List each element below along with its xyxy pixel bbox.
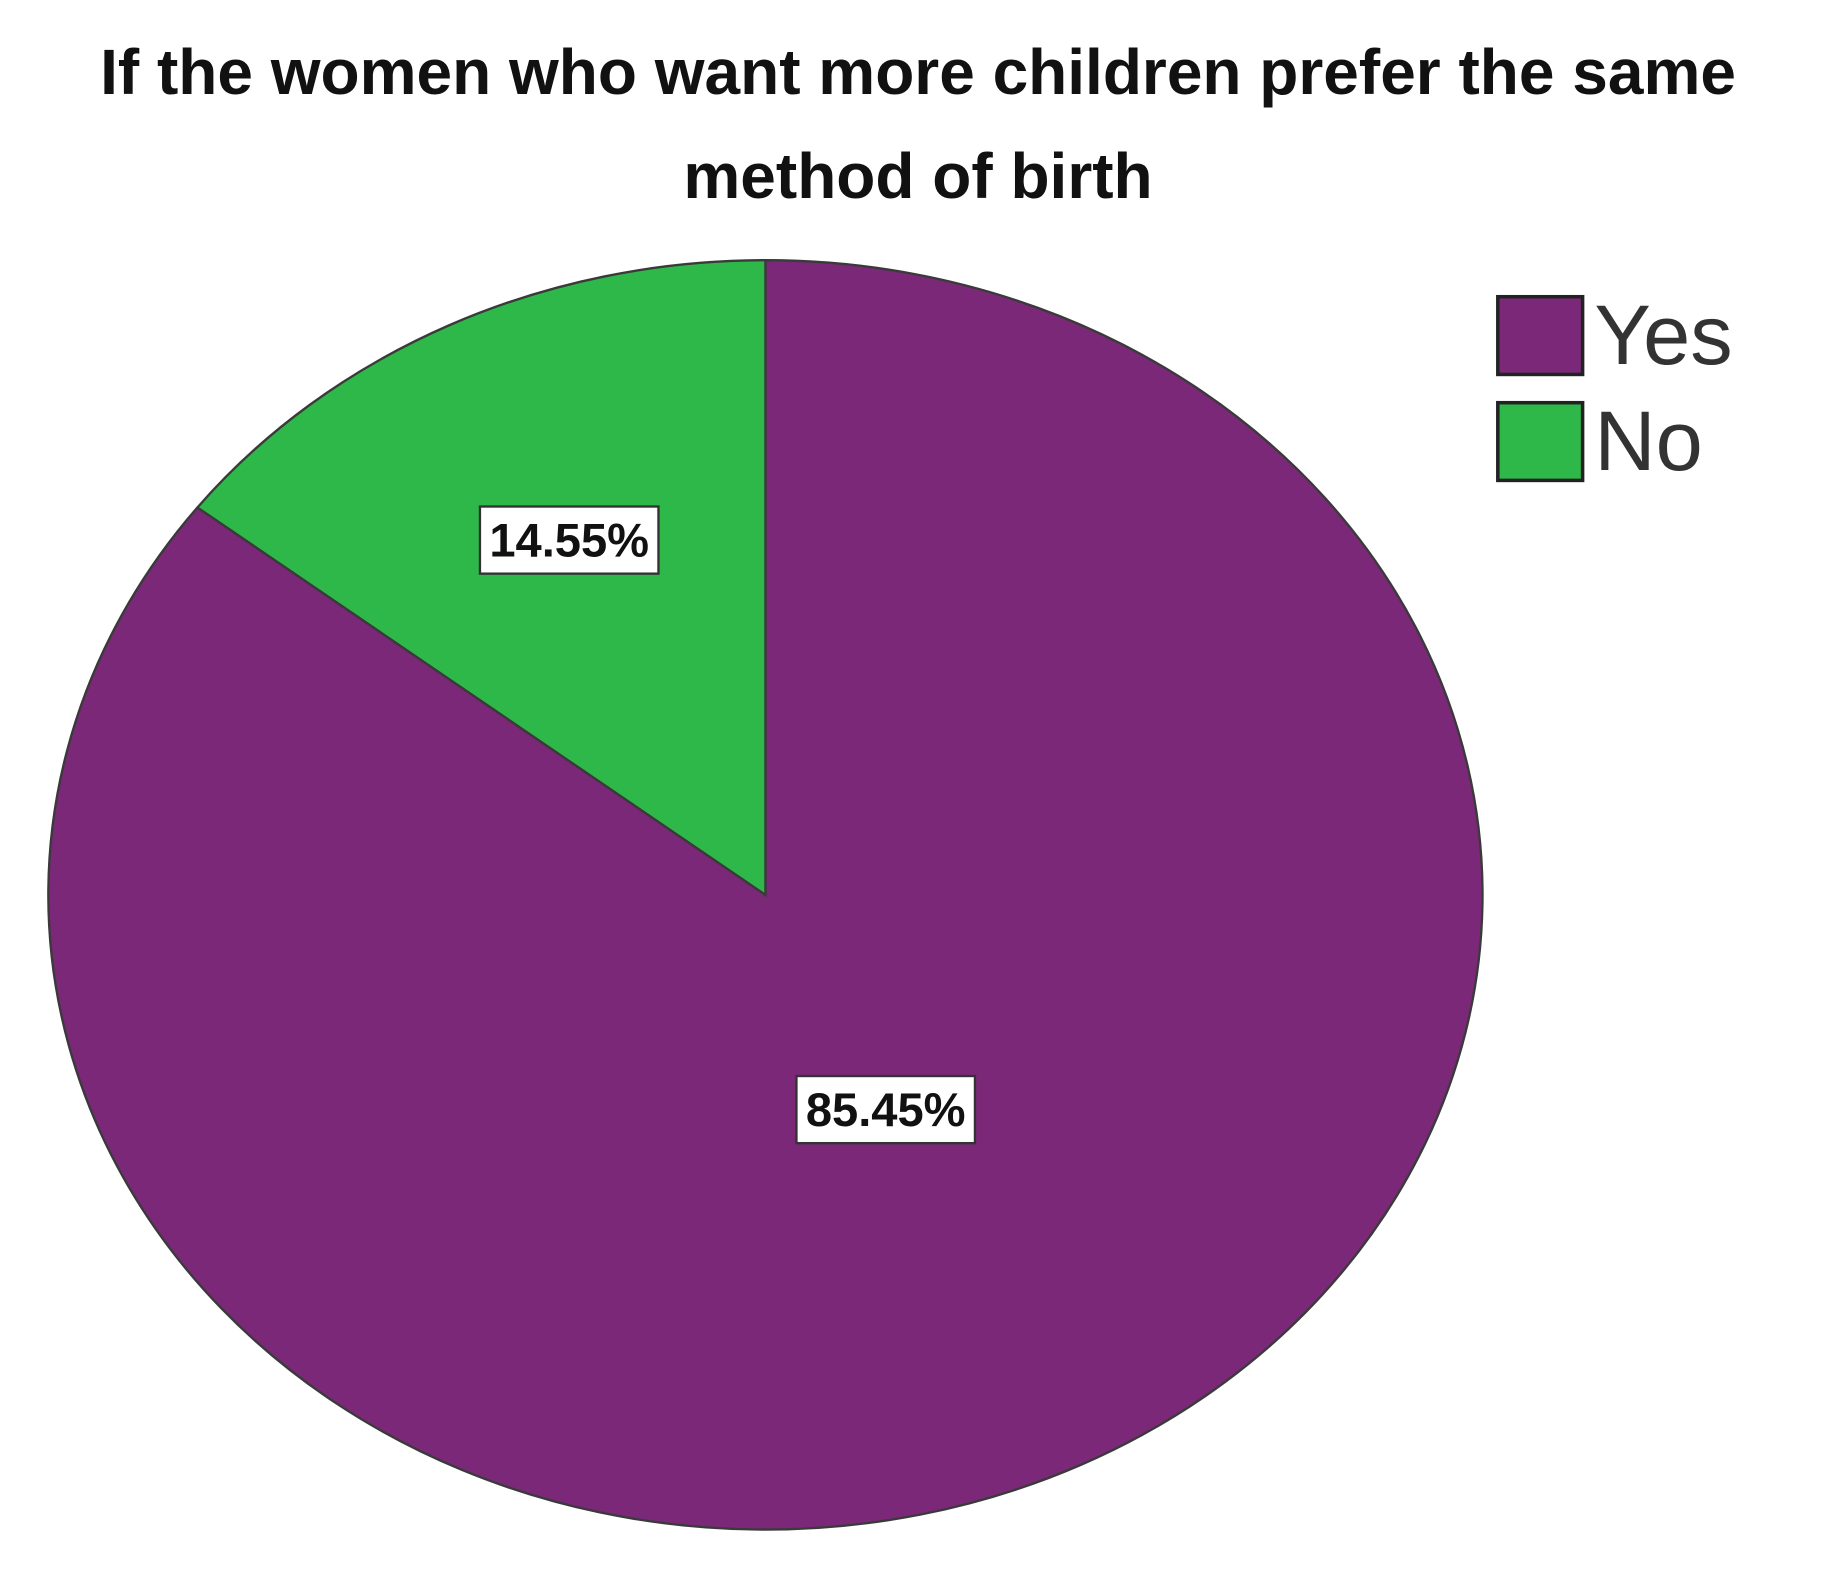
pie-slice [195, 259, 767, 898]
data-label: 85.45% [795, 1074, 977, 1145]
data-label-box [478, 505, 660, 575]
legend-swatch [1496, 294, 1585, 377]
legend-label: Yes [1594, 287, 1732, 382]
chart-title: If the women who want more children pref… [100, 36, 1736, 212]
legend-swatch [1496, 400, 1585, 483]
data-label-text: 85.45% [806, 1083, 966, 1136]
data-label-text: 14.55% [489, 514, 649, 567]
data-label-box [795, 1074, 977, 1145]
legend-label: No [1594, 393, 1702, 488]
data-label: 14.55% [478, 505, 660, 575]
